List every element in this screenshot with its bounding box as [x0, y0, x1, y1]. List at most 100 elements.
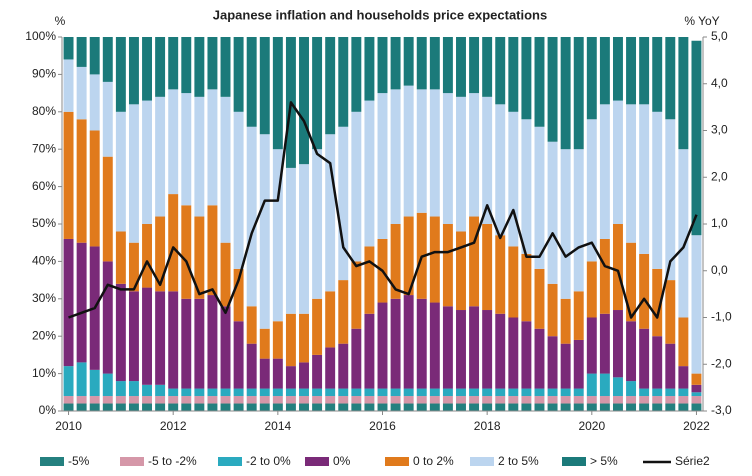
bar-segment — [272, 321, 283, 359]
legend-swatch — [305, 457, 329, 466]
bar-segment — [547, 403, 558, 411]
bar-segment — [142, 403, 153, 411]
bar-segment — [469, 93, 480, 217]
bar-segment — [194, 96, 205, 217]
bar-segment — [599, 313, 610, 374]
x-tick-label: 2012 — [160, 419, 187, 433]
bar-segment — [612, 377, 623, 397]
bar-segment — [338, 343, 349, 389]
bar-segment — [168, 396, 179, 404]
bar-segment — [586, 317, 597, 374]
bar-segment — [403, 396, 414, 404]
bar-segment — [102, 37, 113, 82]
bar-segment — [691, 403, 702, 411]
bar-segment — [416, 403, 427, 411]
bar-segment — [665, 37, 676, 120]
bar-segment — [456, 96, 466, 232]
bar-segment — [220, 37, 231, 97]
bar-segment — [390, 403, 401, 411]
bar-segment — [442, 396, 453, 404]
bar-segment — [626, 396, 637, 404]
legend-swatch — [120, 457, 144, 466]
y-tick-label: 60% — [32, 179, 56, 193]
bar-segment — [429, 89, 440, 217]
bar-segment — [639, 104, 650, 254]
bar-segment — [652, 396, 663, 404]
legend-swatch — [470, 457, 494, 466]
bar-segment — [142, 396, 153, 404]
bar-segment — [534, 388, 545, 397]
bar-segment — [325, 396, 336, 404]
bar-segment — [599, 403, 610, 411]
bar-segment — [63, 366, 74, 397]
bar-segment — [429, 37, 440, 90]
bar-segment — [220, 403, 231, 411]
bar-segment — [115, 403, 126, 411]
bar-segment — [142, 224, 153, 288]
x-tick-label: 2014 — [264, 419, 291, 433]
x-tick-label: 2020 — [578, 419, 605, 433]
bar-segment — [338, 396, 349, 404]
x-tick-label: 2018 — [474, 419, 501, 433]
y-tick-label: 20% — [32, 328, 56, 342]
bar-segment — [665, 280, 676, 344]
bar-segment — [573, 37, 584, 150]
bar-segment — [299, 403, 309, 411]
bar-segment — [495, 104, 506, 236]
bar-segment — [599, 238, 610, 314]
bar-segment — [403, 85, 414, 217]
bar-segment — [508, 317, 519, 389]
bar-segment — [194, 396, 205, 404]
bar-segment — [115, 283, 126, 382]
bar-segment — [612, 396, 623, 404]
bar-segment — [547, 396, 558, 404]
bar-segment — [351, 403, 362, 411]
bar-segment — [626, 37, 637, 105]
y-tick-label: 30% — [32, 291, 56, 305]
bar-segment — [259, 396, 270, 404]
bar-segment — [495, 396, 506, 404]
y2-tick-label: 4,0 — [711, 76, 728, 90]
bar-segment — [456, 310, 466, 389]
y-tick-label: 40% — [32, 254, 56, 268]
bar-segment — [259, 358, 270, 389]
legend-label: -2 to 0% — [246, 454, 291, 468]
bar-segment — [142, 100, 153, 224]
bar-segment — [155, 291, 166, 385]
bar-segment — [626, 381, 637, 397]
legend-swatch — [218, 457, 242, 466]
bar-segment — [521, 37, 532, 120]
bar-segment — [89, 74, 100, 131]
bar-segment — [560, 403, 571, 411]
bar-segment — [155, 216, 166, 292]
bar-segment — [76, 396, 87, 404]
bar-segment — [612, 37, 623, 101]
bar-segment — [469, 216, 480, 307]
bar-segment — [403, 403, 414, 411]
bar-segment — [429, 302, 440, 389]
bar-segment — [102, 81, 113, 157]
chart-title: Japanese inflation and households price … — [213, 7, 547, 22]
bar-segment — [665, 388, 676, 397]
bar-segment — [626, 242, 637, 322]
bar-segment — [325, 291, 336, 348]
bar-segment — [142, 287, 153, 385]
bar-segment — [364, 396, 375, 404]
bar-segment — [442, 306, 453, 389]
bar-segment — [312, 354, 323, 389]
bar-segment — [155, 403, 166, 411]
y2-tick-label: 5,0 — [711, 29, 728, 43]
bar-segment — [521, 321, 532, 389]
bar-segment — [168, 291, 179, 389]
y2-tick-label: 2,0 — [711, 169, 728, 183]
bar-segment — [351, 388, 362, 397]
y-tick-label: 80% — [32, 104, 56, 118]
bar-segment — [142, 37, 153, 101]
bar-segment — [560, 37, 571, 150]
bar-segment — [76, 66, 87, 120]
bar-segment — [390, 298, 401, 389]
bar-segment — [652, 388, 663, 397]
bar-segment — [325, 347, 336, 389]
bar-segment — [678, 317, 689, 367]
bar-segment — [456, 231, 466, 311]
